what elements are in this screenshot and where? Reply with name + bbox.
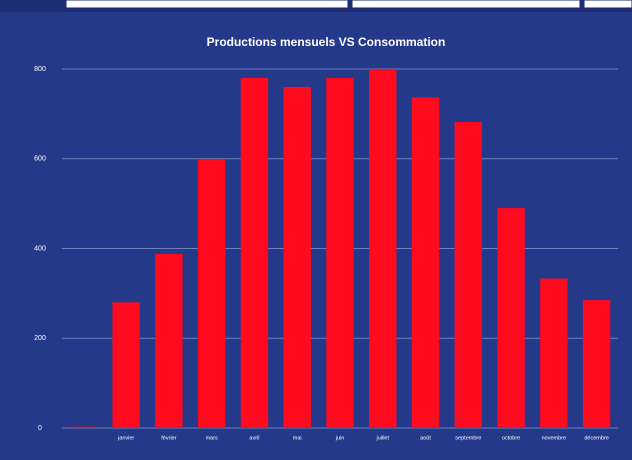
y-tick-label: 400 — [34, 245, 46, 252]
bar — [240, 77, 269, 428]
x-tick-label: novembre — [542, 435, 566, 441]
bar — [540, 278, 568, 428]
bar — [582, 300, 611, 428]
y-tick-label: 200 — [34, 335, 46, 342]
input-box[interactable] — [351, 0, 581, 9]
x-tick-label: octobre — [502, 435, 520, 441]
x-tick-label: juillet — [375, 435, 389, 441]
input-box[interactable] — [65, 0, 349, 9]
x-tick-label: février — [161, 435, 176, 441]
x-tick-label: septembre — [455, 435, 481, 441]
x-tick-label: mai — [293, 435, 302, 441]
bar — [454, 121, 482, 428]
y-tick-label: 600 — [34, 156, 46, 163]
bar — [497, 208, 525, 428]
bar — [198, 159, 226, 428]
bar — [411, 97, 440, 429]
chart-title: Productions mensuels VS Consommation — [207, 35, 446, 49]
y-tick-label: 800 — [34, 66, 46, 73]
x-tick-label: avril — [249, 435, 259, 441]
bar — [283, 86, 311, 428]
bar — [155, 253, 183, 428]
bar — [326, 77, 354, 428]
bar — [112, 302, 140, 428]
x-tick-label: août — [420, 435, 431, 441]
x-tick-label: décembre — [584, 435, 608, 441]
bar — [369, 69, 397, 428]
input-box[interactable] — [583, 0, 632, 9]
bar — [69, 426, 98, 428]
x-tick-label: juin — [335, 435, 345, 441]
x-tick-label: mars — [206, 435, 218, 441]
x-tick-label: janvier — [117, 435, 134, 441]
y-tick-label: 0 — [38, 425, 42, 432]
